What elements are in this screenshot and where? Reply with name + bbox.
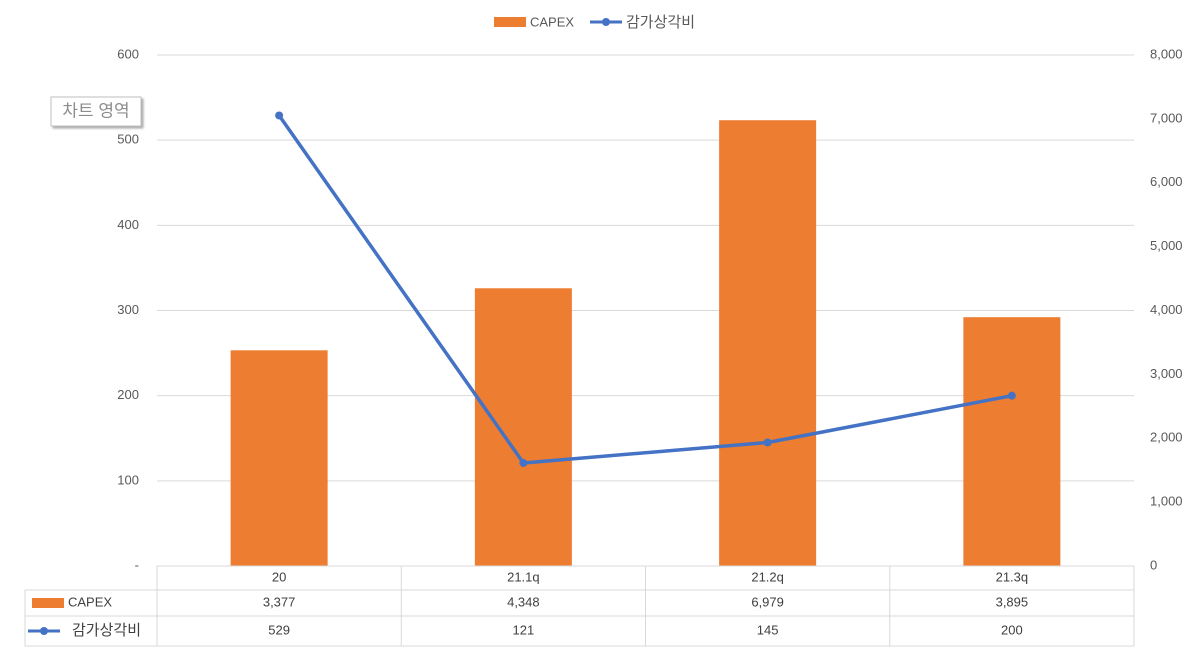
y2-tick-label: 3,000 (1150, 366, 1183, 381)
table-value: 4,348 (507, 594, 540, 609)
marker (275, 111, 284, 120)
legend-key (494, 17, 526, 27)
y2-tick-label: 2,000 (1150, 430, 1183, 445)
table-series-name: 감가상각비 (72, 622, 141, 639)
y-tick-label: 500 (117, 132, 139, 147)
y2-tick-label: 7,000 (1150, 110, 1183, 125)
y-tick-label: 300 (117, 302, 139, 317)
legend-key-marker (602, 18, 610, 26)
y2-tick-label: 6,000 (1150, 174, 1183, 189)
y2-tick-label: 8,000 (1150, 46, 1183, 61)
tooltip-box (50, 96, 142, 127)
marker (763, 438, 772, 447)
y2-tick-label: 1,000 (1150, 494, 1183, 509)
y-tick-label: 400 (117, 217, 139, 232)
y-tick-label: 600 (117, 46, 139, 61)
table-category: 20 (272, 569, 286, 584)
legend-label: 감가상각비 (626, 14, 695, 31)
table-value: 200 (1001, 622, 1023, 637)
table-category: 21.1q (507, 569, 540, 584)
bar (230, 350, 328, 566)
table-key-marker (40, 627, 48, 635)
marker (519, 458, 528, 467)
bar (963, 317, 1061, 566)
marker (1007, 391, 1016, 400)
table-value: 145 (757, 622, 779, 637)
y-tick-label: 100 (117, 472, 139, 487)
table-value: 6,979 (751, 594, 784, 609)
table-value: 121 (513, 622, 535, 637)
y2-tick-label: 4,000 (1150, 302, 1183, 317)
bar (719, 120, 817, 567)
y2-tick-label: 0 (1150, 557, 1157, 572)
table-value: 529 (268, 622, 290, 637)
table-category: 21.2q (751, 569, 784, 584)
legend-label: CAPEX (530, 14, 574, 29)
table-value: 3,895 (996, 594, 1029, 609)
table-value: 3,377 (263, 594, 296, 609)
table-series-name: CAPEX (68, 594, 112, 609)
line (277, 114, 1013, 465)
y-tick-label: 200 (117, 387, 139, 402)
bar (474, 288, 572, 566)
table-category: 21.3q (996, 569, 1029, 584)
tooltip-text: 차트 영역 (62, 101, 129, 120)
table-key (32, 598, 64, 608)
y-tick-label: - (135, 557, 139, 572)
y2-tick-label: 5,000 (1150, 238, 1183, 253)
